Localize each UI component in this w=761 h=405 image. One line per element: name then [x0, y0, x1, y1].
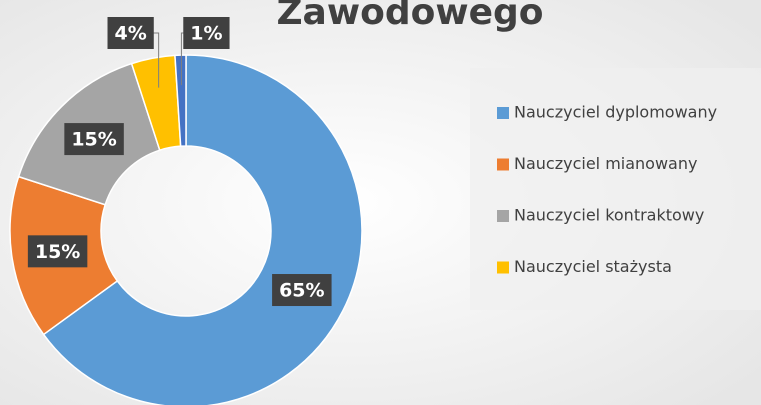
legend-swatch	[497, 107, 509, 119]
data-label: 15%	[35, 241, 80, 263]
legend-swatch	[497, 210, 509, 222]
data-label-group: 65%	[272, 274, 332, 307]
donut-slice	[42, 54, 363, 405]
chart-title: Zawodowego	[276, 0, 543, 33]
data-label-group: 15%	[27, 235, 88, 268]
legend-swatch	[497, 158, 509, 171]
legend-swatch	[497, 261, 509, 274]
legend-label: Nauczyciel kontraktowy	[514, 206, 704, 225]
data-label-box	[183, 17, 230, 49]
legend-label: Nauczyciel mianowany	[514, 154, 697, 173]
legend-label: Nauczyciel dyplomowany	[514, 103, 717, 122]
legend-label: Nauczyciel stażysta	[514, 257, 672, 276]
data-label-group: 1%	[183, 17, 230, 49]
legend-panel	[470, 68, 761, 310]
data-label-box	[27, 235, 88, 268]
data-label: 4%	[115, 23, 147, 45]
data-label-box	[107, 17, 154, 49]
data-label-box	[64, 123, 124, 156]
data-label: 15%	[71, 129, 116, 151]
data-label-group: 4%	[107, 17, 154, 49]
donut-slice	[174, 54, 187, 147]
data-label-group: 15%	[64, 123, 124, 156]
data-label-box	[272, 274, 332, 307]
data-label: 65%	[279, 280, 324, 302]
data-label: 1%	[190, 23, 222, 45]
